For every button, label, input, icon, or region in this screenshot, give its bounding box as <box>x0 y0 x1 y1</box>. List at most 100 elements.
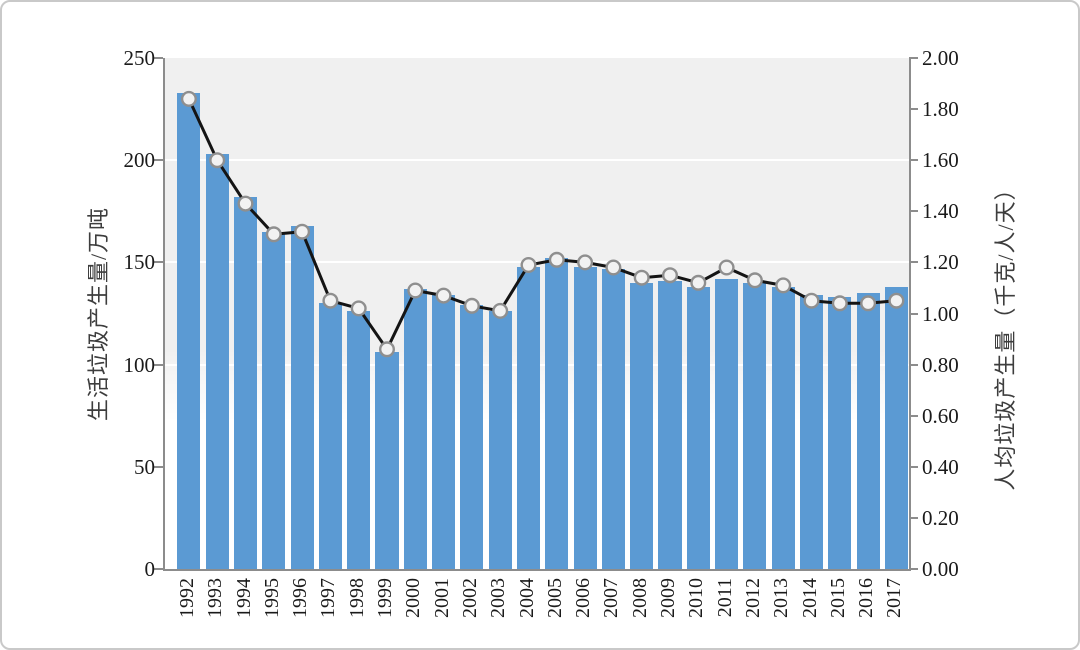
data-point-2009 <box>662 267 679 284</box>
data-point-2002 <box>463 297 480 314</box>
y-axis-right-tick-mark <box>909 414 918 417</box>
bar-2000 <box>403 288 427 569</box>
bar-2010 <box>686 286 710 569</box>
y-axis-right-tick-label: 0.60 <box>922 403 959 428</box>
y-axis-right-tick-mark <box>909 312 918 315</box>
x-axis-tick-label-2006: 2006 <box>572 578 595 618</box>
x-axis-tick-label-2014: 2014 <box>798 578 821 618</box>
bar-1994 <box>233 197 258 569</box>
bar-1993 <box>205 154 229 569</box>
plot-area <box>163 58 911 571</box>
x-axis-tick-label-1992: 1992 <box>175 578 198 618</box>
data-point-2000 <box>407 282 424 299</box>
bar-1999 <box>375 352 399 569</box>
x-axis-tick-label-2005: 2005 <box>543 578 566 618</box>
x-axis-tick-label-1993: 1993 <box>204 578 227 618</box>
x-axis-tick-label-2011: 2011 <box>713 578 736 618</box>
x-axis-tick-label-2017: 2017 <box>883 578 906 618</box>
bar-2017 <box>884 286 908 569</box>
x-axis-tick-label-2009: 2009 <box>657 578 679 618</box>
y-axis-left-tick-label: 150 <box>123 250 156 275</box>
data-point-2015 <box>831 295 848 312</box>
y-axis-right-tick-mark <box>909 568 918 570</box>
bar-1996 <box>290 225 314 569</box>
x-axis-tick-label-2013: 2013 <box>770 578 793 618</box>
data-point-1998 <box>350 300 367 317</box>
x-axis-tick-label-1995: 1995 <box>260 578 283 618</box>
data-point-2014 <box>803 292 820 309</box>
y-axis-left-tick-mark <box>154 261 163 264</box>
x-axis-tick-label-1999: 1999 <box>374 578 396 618</box>
y-axis-left-tick-label: 200 <box>123 148 156 173</box>
y-axis-left-title: 生活垃圾产生量/万吨 <box>86 206 111 422</box>
bar-2007 <box>601 268 625 569</box>
y-axis-right-tick-label: 1.00 <box>922 301 959 326</box>
data-point-2010 <box>690 274 707 291</box>
bar-1992 <box>177 92 201 569</box>
y-axis-left-tick-label: 250 <box>123 46 156 70</box>
data-point-1992 <box>180 90 197 107</box>
x-axis-tick-label-2007: 2007 <box>600 578 623 618</box>
y-axis-right-tick-label: 0.80 <box>922 352 959 377</box>
y-axis-right-tick-label: 0.20 <box>922 505 959 530</box>
bar-2015 <box>828 297 852 569</box>
x-axis-tick-label-2008: 2008 <box>628 578 651 618</box>
data-point-2013 <box>775 277 792 294</box>
y-axis-right-tick-mark <box>909 57 918 59</box>
bar-2012 <box>743 282 767 569</box>
y-axis-right-tick-mark <box>909 516 918 519</box>
y-axis-right-tick-mark <box>909 159 918 162</box>
y-axis-right-tick-label: 0.40 <box>922 454 959 479</box>
data-point-1994 <box>237 195 254 212</box>
y-axis-right-tick-mark <box>909 363 918 366</box>
x-axis-tick-label-1996: 1996 <box>289 578 312 618</box>
data-point-1996 <box>294 223 311 240</box>
data-point-2003 <box>492 302 509 319</box>
x-axis-tick-label-1998: 1998 <box>345 578 368 618</box>
gridline-200 <box>165 159 909 162</box>
y-axis-right-tick-label: 1.80 <box>922 97 959 122</box>
bar-2016 <box>856 293 880 569</box>
data-point-2012 <box>746 272 763 289</box>
x-axis-tick-label-2000: 2000 <box>402 578 425 618</box>
y-axis-right-tick-mark <box>909 465 918 468</box>
bar-1995 <box>262 231 286 569</box>
x-axis-tick-label-2003: 2003 <box>487 578 510 618</box>
x-axis-tick-label-2016: 2016 <box>855 578 878 618</box>
x-axis-tick-label-2012: 2012 <box>741 578 764 618</box>
bar-2011 <box>715 278 739 569</box>
y-axis-left-tick-mark <box>154 363 163 366</box>
y-axis-left-tick-mark <box>154 568 163 570</box>
bar-2003 <box>488 311 512 569</box>
data-point-2001 <box>435 287 452 304</box>
y-axis-right-tick-label: 1.60 <box>922 148 959 173</box>
data-point-2017 <box>888 292 905 309</box>
x-axis-tick-label-1994: 1994 <box>232 578 255 618</box>
y-axis-left-tick-label: 50 <box>134 454 155 479</box>
x-axis-tick-label-2004: 2004 <box>515 578 538 618</box>
y-axis-right-tick-mark <box>909 261 918 264</box>
bar-2014 <box>799 295 824 569</box>
y-axis-right-title: 人均垃圾产生量（千克/人/天） <box>993 177 1018 491</box>
bar-2009 <box>658 280 682 569</box>
y-axis-left-tick-mark <box>154 159 163 162</box>
data-point-1999 <box>378 341 395 358</box>
bar-2001 <box>432 295 456 569</box>
x-axis-tick-label-1997: 1997 <box>317 578 340 618</box>
data-point-2005 <box>548 251 565 268</box>
y-axis-right-tick-label: 2.00 <box>922 46 959 70</box>
bar-1998 <box>347 311 371 569</box>
data-point-2011 <box>718 259 735 276</box>
bar-2005 <box>545 258 569 569</box>
bar-2004 <box>516 266 541 569</box>
data-point-2008 <box>633 269 650 286</box>
y-axis-right-tick-mark <box>909 210 918 213</box>
y-axis-left-tick-mark <box>154 57 163 59</box>
y-axis-left-tick-label: 0 <box>144 557 156 581</box>
y-axis-right-tick-label: 1.40 <box>922 199 959 224</box>
bar-1997 <box>318 303 342 569</box>
bar-2008 <box>630 282 654 569</box>
y-axis-right-tick-label: 1.20 <box>922 250 959 275</box>
y-axis-right-tick-label: 0.00 <box>922 557 959 581</box>
